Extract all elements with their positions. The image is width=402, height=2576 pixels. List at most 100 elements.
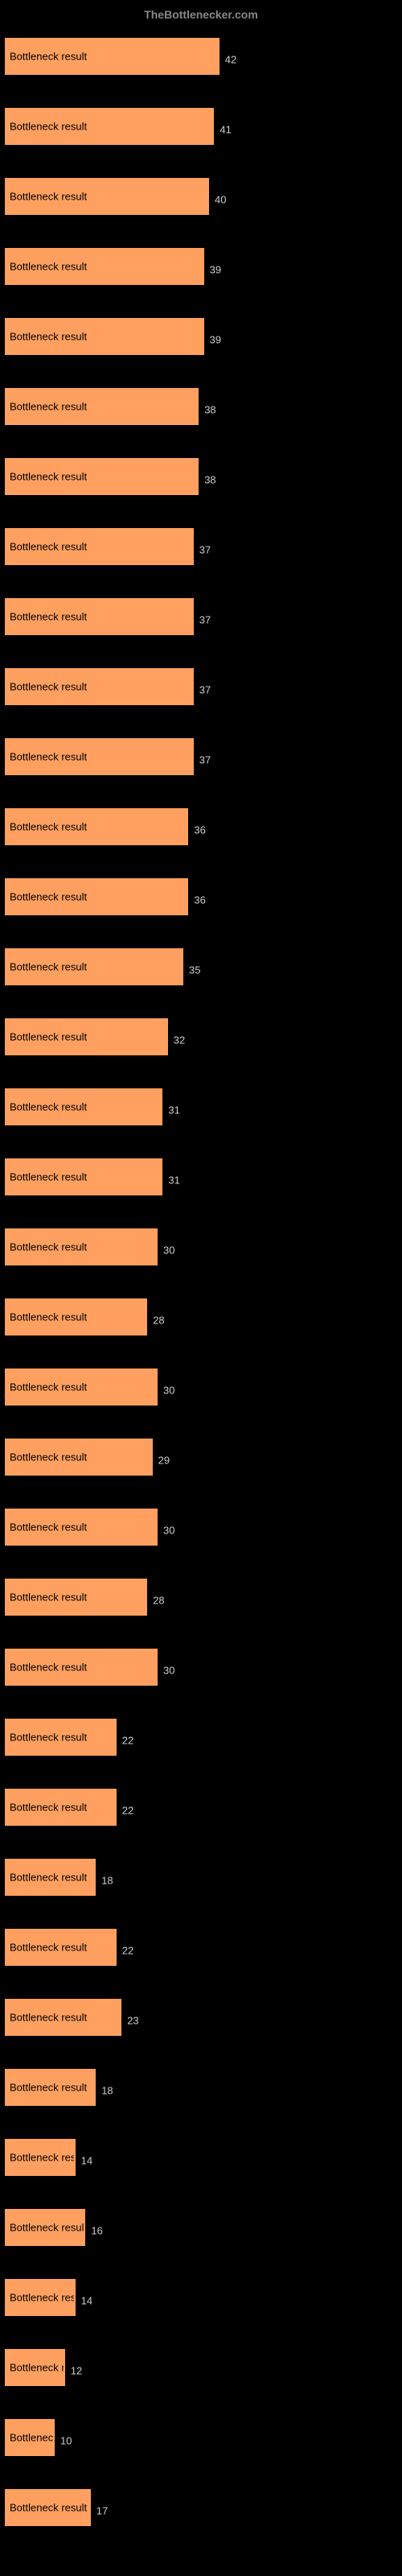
bar-text: Bottleneck result: [10, 1872, 87, 1884]
bar: Bottleneck result: [4, 2488, 92, 2527]
bar-text: Bottleneck result: [10, 2152, 74, 2164]
bar-value: 22: [122, 1944, 133, 1956]
bar-text: Bottleneck result: [10, 891, 87, 903]
bar-value: 37: [199, 753, 211, 766]
bar-value: 39: [210, 263, 221, 275]
bar-row: Bottleneck result 10: [4, 2418, 398, 2462]
bar-value: 30: [163, 1664, 174, 1676]
bar-row: Bottleneck result 38: [4, 387, 398, 431]
bar-value: 22: [122, 1804, 133, 1816]
bar: Bottleneck result: [4, 2068, 96, 2107]
bar-value: 16: [91, 2224, 102, 2236]
bar: Bottleneck result: [4, 1298, 148, 1336]
bar-text: Bottleneck result: [10, 1662, 87, 1674]
bar: Bottleneck result: [4, 597, 195, 636]
bar-row: Bottleneck result 14: [4, 2278, 398, 2322]
bar-text: Bottleneck result: [10, 611, 87, 623]
bar-text: Bottleneck result: [10, 401, 87, 413]
bar: Bottleneck result: [4, 1578, 148, 1616]
bar: Bottleneck result: [4, 737, 195, 776]
bar-value: 37: [199, 613, 211, 625]
bar: Bottleneck result: [4, 2348, 66, 2387]
bar-text: Bottleneck result: [10, 1732, 87, 1744]
bar-row: Bottleneck result31: [4, 1158, 398, 1202]
bar-text: Bottleneck result: [10, 1171, 87, 1183]
bar-row: Bottleneck result 38: [4, 457, 398, 502]
bar-row: Bottleneck result 36: [4, 807, 398, 852]
bar-text: Bottleneck result: [10, 2222, 84, 2234]
bar-text: Bottleneck result: [10, 541, 87, 553]
bar-row: Bottleneck result 30: [4, 1368, 398, 1412]
bar-text: Bottleneck result: [10, 331, 87, 343]
bar-value: 30: [163, 1244, 174, 1256]
bar-value: 10: [60, 2434, 72, 2446]
bar-value: 30: [163, 1524, 174, 1536]
bar-row: Bottleneck result 22: [4, 1788, 398, 1832]
bar-text: Bottleneck result: [10, 1101, 87, 1113]
bar-text: Bottleneck result: [10, 2292, 74, 2304]
bar-row: Bottleneck result29: [4, 1438, 398, 1482]
bar-text: Bottleneck result: [10, 2082, 87, 2094]
bar: Bottleneck result: [4, 2418, 55, 2457]
bar-row: Bottleneck result41: [4, 107, 398, 151]
bar-row: Bottleneck result 30: [4, 1648, 398, 1692]
bar-value: 18: [101, 2084, 113, 2096]
bar-row: Bottleneck result 12: [4, 2348, 398, 2392]
bar-value: 30: [163, 1384, 174, 1396]
bar-value: 23: [127, 2014, 138, 2026]
bar: Bottleneck result: [4, 37, 220, 76]
bar-text: Bottleneck result: [10, 821, 87, 833]
bar-value: 38: [204, 403, 215, 415]
bar-value: 18: [101, 1874, 113, 1886]
bar-value: 14: [81, 2294, 92, 2306]
bar-value: 36: [194, 824, 205, 836]
bar-row: Bottleneck result32: [4, 1018, 398, 1062]
bar-value: 12: [71, 2364, 82, 2376]
bar-row: Bottleneck result 39: [4, 317, 398, 361]
bar: Bottleneck result: [4, 1858, 96, 1897]
bar-row: Bottleneck result42: [4, 37, 398, 81]
bar: Bottleneck result: [4, 1438, 154, 1476]
bar-row: Bottleneck result 37: [4, 597, 398, 642]
bar-text: Bottleneck result: [10, 961, 87, 973]
bar: Bottleneck result: [4, 1998, 122, 2037]
bar: Bottleneck result: [4, 1718, 117, 1757]
bar-row: Bottleneck result14: [4, 2138, 398, 2182]
bar-row: Bottleneck result 40: [4, 177, 398, 221]
bar-text: Bottleneck result: [10, 1521, 87, 1534]
bar: Bottleneck result: [4, 1228, 158, 1266]
bar-text: Bottleneck result: [10, 1031, 87, 1043]
bar-text: Bottleneck result: [10, 1942, 87, 1954]
bar-text: Bottleneck result: [10, 2432, 53, 2444]
bar-row: Bottleneck result 30: [4, 1508, 398, 1552]
bar-value: 40: [215, 193, 226, 205]
bar-text: Bottleneck result: [10, 1241, 87, 1253]
bar: Bottleneck result: [4, 1368, 158, 1406]
bar-value: 39: [210, 333, 221, 345]
bar-row: Bottleneck result 31: [4, 1088, 398, 1132]
site-header: TheBottlenecker.com: [4, 8, 398, 21]
bar-value: 28: [153, 1594, 164, 1606]
bar-text: Bottleneck result: [10, 1802, 87, 1814]
bar: Bottleneck result: [4, 387, 199, 426]
bar: Bottleneck result: [4, 807, 189, 846]
bar-value: 17: [96, 2504, 108, 2516]
bar: Bottleneck result: [4, 177, 210, 216]
bar-value: 36: [194, 894, 205, 906]
bottleneck-chart: Bottleneck result42Bottleneck result41Bo…: [4, 37, 398, 2533]
bar-row: Bottleneck result28: [4, 1298, 398, 1342]
bar-value: 37: [199, 683, 211, 696]
bar: Bottleneck result: [4, 527, 195, 566]
bar: Bottleneck result: [4, 317, 205, 356]
bar-value: 22: [122, 1734, 133, 1746]
bar: Bottleneck result: [4, 457, 199, 496]
bar: Bottleneck result: [4, 1648, 158, 1686]
bar-text: Bottleneck result: [10, 2502, 87, 2514]
bar-row: Bottleneck result 23: [4, 1998, 398, 2042]
bar: Bottleneck result: [4, 1158, 163, 1196]
bar-value: 41: [219, 123, 231, 135]
bar-text: Bottleneck result: [10, 261, 87, 273]
bar-value: 31: [168, 1104, 179, 1116]
bar-value: 38: [204, 473, 215, 485]
bar-text: Bottleneck result: [10, 51, 87, 63]
